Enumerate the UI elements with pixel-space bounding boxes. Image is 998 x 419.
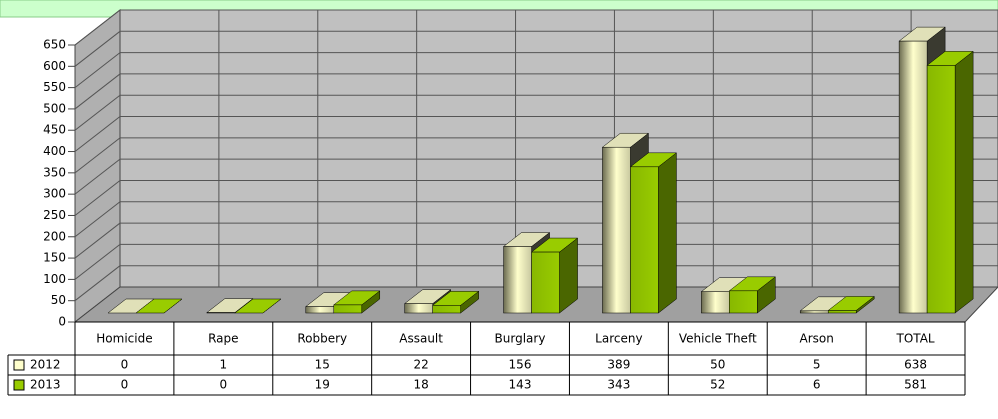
category-label: Arson [799, 332, 833, 346]
grid-line [74, 243, 121, 280]
legend-label: 2013 [30, 378, 61, 392]
bar [701, 291, 730, 314]
y-tick-label: 550 [43, 80, 66, 94]
bar [305, 306, 335, 314]
bar [630, 166, 659, 314]
grid-line [74, 30, 121, 67]
category-label: TOTAL [896, 332, 935, 346]
grid-line [74, 116, 121, 152]
category-label: Burglary [495, 332, 546, 346]
category-label: Rape [208, 332, 238, 346]
table-value: 18 [413, 378, 428, 392]
table-value: 52 [710, 378, 725, 392]
bar [926, 65, 956, 314]
table-value: 0 [220, 378, 228, 392]
grid: 0 50 100 150 200 250 300 350 400 450 500 550 600 650 [43, 9, 998, 329]
bar [799, 310, 829, 314]
table-value: 581 [904, 378, 927, 392]
bar-top [135, 298, 183, 314]
grid-line [74, 222, 121, 259]
bar [333, 304, 363, 314]
grid-line [74, 180, 121, 216]
bar [404, 303, 433, 314]
category-label: Vehicle Theft [679, 332, 757, 346]
legend-swatch [13, 359, 25, 371]
legend-swatch [13, 379, 25, 391]
table-value: 50 [710, 358, 725, 372]
table-value: 638 [904, 358, 927, 372]
grid-line [74, 265, 121, 302]
y-tick-label: 400 [43, 144, 66, 158]
grid-line [74, 137, 121, 174]
bars [107, 26, 974, 314]
bar [432, 305, 461, 314]
table-value: 1 [220, 358, 228, 372]
bar [898, 40, 928, 314]
grid-line [74, 201, 121, 238]
grid-line [74, 73, 121, 110]
bar [729, 290, 758, 314]
bar-side [658, 152, 677, 314]
grid-line [74, 52, 121, 89]
table-value: 15 [315, 358, 330, 372]
y-tick-label: 0 [58, 315, 66, 329]
y-tick-label: 200 [43, 229, 66, 243]
y-tick-label: 500 [43, 101, 66, 115]
table-value: 5 [813, 358, 821, 372]
table-value: 0 [121, 378, 129, 392]
bar [503, 246, 532, 314]
category-label: Homicide [96, 332, 152, 346]
table-value: 0 [121, 358, 129, 372]
y-tick-label: 350 [43, 165, 66, 179]
category-label: Robbery [297, 332, 347, 346]
side-wall [74, 8, 121, 324]
y-tick-label: 250 [43, 208, 66, 222]
y-tick-label: 100 [43, 272, 66, 286]
data-table: Homicide 0 0 Rape 1 0 Robbery 15 19 Assault 22 18 Bu… [7, 321, 966, 396]
bar [602, 146, 631, 314]
grid-line [74, 9, 121, 46]
category-label: Assault [399, 332, 443, 346]
y-tick-label: 300 [43, 187, 66, 201]
bar [827, 310, 857, 314]
table-value: 343 [607, 378, 630, 392]
table-value: 6 [813, 378, 821, 392]
bar [531, 251, 560, 314]
y-tick-label: 600 [43, 59, 66, 73]
bar-top [234, 298, 282, 314]
category-label: Larceny [595, 332, 642, 346]
grid-line [74, 94, 121, 131]
y-tick-label: 450 [43, 123, 66, 137]
legend-label: 2012 [30, 358, 61, 372]
y-tick-label: 650 [43, 38, 66, 52]
grid-line [74, 158, 121, 195]
y-tick-label: 50 [51, 293, 66, 307]
y-tick-label: 150 [43, 251, 66, 265]
table-value: 389 [607, 358, 630, 372]
table-value: 143 [509, 378, 532, 392]
table-value: 19 [315, 378, 330, 392]
bar-side [954, 50, 974, 314]
table-value: 156 [509, 358, 532, 372]
table-value: 22 [413, 358, 428, 372]
